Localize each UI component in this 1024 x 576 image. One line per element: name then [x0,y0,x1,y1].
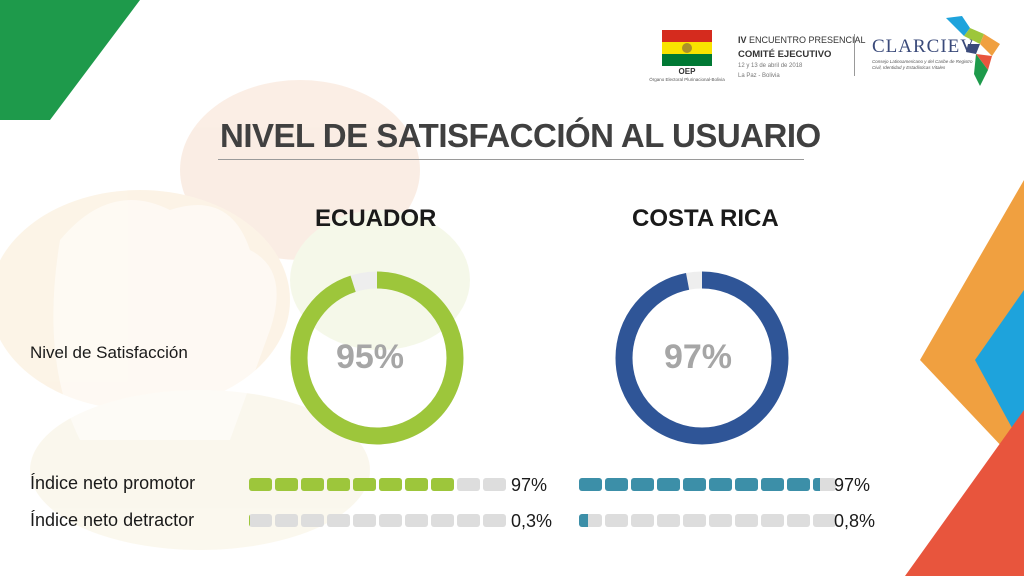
bar-segment-fill [405,478,428,491]
green-corner-shape [0,0,140,120]
bar-segment [353,514,376,527]
bar-segment-fill [249,478,272,491]
bar-segment-fill [709,478,732,491]
bar-segment-fill [761,478,784,491]
donut-arc [615,271,789,445]
bar-segment [683,514,706,527]
oep-logo-subtitle: Órgano Electoral Plurinacional-Bolivia [649,77,725,82]
detractor-value-costa-rica: 0,8% [834,511,876,531]
row-label-detractor: Índice neto detractor [30,510,195,530]
bar-segment [787,478,810,491]
clarciev-logo-subtitle: Consejo Latinoamericano y del Caribe de … [872,59,973,70]
bar-segment-fill [431,478,454,491]
bar-segment [709,478,732,491]
bar-segment-fill [683,478,706,491]
bar-segment [605,478,628,491]
bar-segment [327,478,350,491]
donut-ecuador [290,271,464,445]
event-title-line1: IV ENCUENTRO PRESENCIAL [738,35,866,45]
red-side-shape [905,410,1024,576]
bar-segment [379,478,402,491]
bar-segment [379,514,402,527]
bar-segment-fill [605,478,628,491]
bar-segment [631,514,654,527]
detractor-bar-costa-rica [579,514,836,528]
country-heading-ecuador: ECUADOR [315,205,437,232]
detractor-value-ecuador: 0,3% [511,511,553,531]
bar-segment-fill [379,478,402,491]
bar-segment [457,478,480,491]
donut-value-ecuador: 95% [335,338,405,376]
bar-segment [579,514,602,527]
bar-segment [631,478,654,491]
bar-segment [275,514,298,527]
bar-segment [735,514,758,527]
clarciev-logo-text: CLARCIEV [872,36,975,57]
bar-segment-fill [301,478,324,491]
bar-segment [657,514,680,527]
bar-segment [483,478,506,491]
bar-segment [683,478,706,491]
donut-value-costa-rica: 97% [663,338,733,376]
bar-segment [735,478,758,491]
promoter-bar-ecuador [249,478,506,492]
logo-divider [854,34,855,76]
blue-side-shape [975,290,1024,450]
promoter-value-costa-rica: 97% [834,475,871,495]
bar-segment [813,514,836,527]
bar-segment [605,514,628,527]
bar-segment [249,478,272,491]
event-title-line2: COMITÉ EJECUTIVO [738,49,832,60]
row-label-promoter: Índice neto promotor [30,473,196,493]
bar-segment-fill [327,478,350,491]
bar-segment-fill [579,478,602,491]
title-underline [218,159,804,160]
bar-segment [353,478,376,491]
detractor-bar-ecuador [249,514,506,528]
row-label-satisfaction: Nivel de Satisfacción [30,343,188,362]
bar-segment-fill [787,478,810,491]
bar-segment-fill [579,514,589,527]
bar-segment-fill [275,478,298,491]
bar-segment [761,514,784,527]
bar-segment [457,514,480,527]
event-date: 12 y 13 de abril de 2018 [738,63,803,69]
bar-segment [431,478,454,491]
bar-segment-fill [353,478,376,491]
bar-segment [813,478,836,491]
donut-costa-rica [615,271,789,445]
oep-logo-text: OEP [678,67,696,76]
donut-arc [290,271,464,445]
bar-segment [579,478,602,491]
bar-segment-fill [735,478,758,491]
header-logos: OEP Órgano Electoral Plurinacional-Boliv… [640,14,1010,92]
bar-segment [657,478,680,491]
bar-segment [761,478,784,491]
bar-segment-fill [249,514,250,527]
bar-segment-fill [813,478,820,491]
bar-segment [787,514,810,527]
bar-segment-fill [657,478,680,491]
promoter-value-ecuador: 97% [511,475,548,495]
promoter-bar-costa-rica [579,478,836,492]
bar-segment [483,514,506,527]
bar-segment [301,514,324,527]
bolivia-flag-icon [662,30,712,66]
bar-segment [431,514,454,527]
bar-segment [327,514,350,527]
bar-segment [249,514,272,527]
latin-america-map-icon [946,16,1000,86]
bar-segment-fill [631,478,654,491]
event-location: La Paz - Bolivia [738,73,780,79]
bar-segment [709,514,732,527]
bar-segment [405,514,428,527]
bar-segment [301,478,324,491]
country-heading-costa-rica: COSTA RICA [632,205,779,232]
bar-segment [405,478,428,491]
bar-segment [275,478,298,491]
page-title: NIVEL DE SATISFACCIÓN AL USUARIO [220,117,821,154]
